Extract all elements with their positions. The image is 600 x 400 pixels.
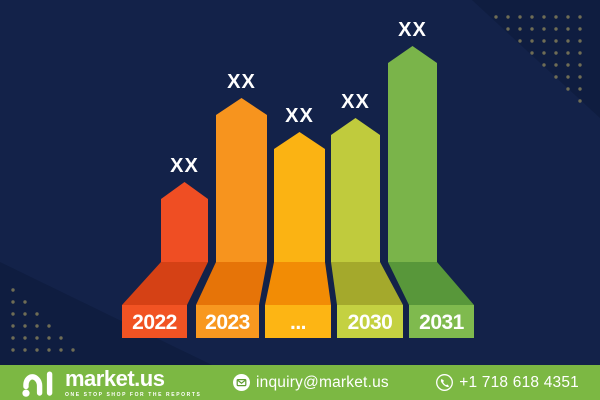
decor-dot xyxy=(11,324,15,328)
decor-dot xyxy=(47,324,51,328)
decor-dot xyxy=(11,336,15,340)
bar-face-2031: 2031 xyxy=(409,305,474,338)
bar-column-2030 xyxy=(331,118,380,262)
decor-dot xyxy=(554,27,558,31)
phone-contact[interactable]: +1 718 618 4351 xyxy=(436,365,579,400)
bar-column-2031 xyxy=(388,46,437,262)
decor-dot xyxy=(518,39,522,43)
decor-dot xyxy=(59,348,63,352)
decor-dot xyxy=(542,63,546,67)
decor-dot xyxy=(35,312,39,316)
decor-dot xyxy=(566,27,570,31)
decor-dot xyxy=(578,27,582,31)
decor-dot xyxy=(578,15,582,19)
email-icon xyxy=(233,374,250,391)
decor-dot xyxy=(566,39,570,43)
decor-dot xyxy=(554,63,558,67)
decor-dot xyxy=(578,99,582,103)
year-label-mid-2: ... xyxy=(289,311,307,334)
decor-dot xyxy=(11,348,15,352)
bar-bend-2022 xyxy=(122,262,208,305)
decor-dot xyxy=(518,15,522,19)
year-label-2022: 2022 xyxy=(132,311,177,334)
brand-name: market.us xyxy=(65,365,165,391)
decor-dot xyxy=(47,348,51,352)
decor-dot xyxy=(566,63,570,67)
decor-dot xyxy=(494,15,498,19)
footer-bar: market.us ONE STOP SHOP FOR THE REPORTS … xyxy=(0,365,600,400)
corner-shade-bottom-left xyxy=(0,262,212,365)
phone-text: +1 718 618 4351 xyxy=(459,373,579,391)
decor-dot xyxy=(59,336,63,340)
decor-dot xyxy=(530,51,534,55)
decor-dot xyxy=(35,348,39,352)
decor-dot xyxy=(578,63,582,67)
decor-dot xyxy=(71,348,75,352)
bar-column-2023 xyxy=(216,98,267,262)
year-label-2030: 2030 xyxy=(347,311,393,334)
decor-dot xyxy=(23,348,27,352)
email-text: inquiry@market.us xyxy=(256,373,389,391)
decor-dot xyxy=(530,27,534,31)
bar-column-2022 xyxy=(161,182,208,262)
value-label-2022: XX xyxy=(170,155,199,177)
decor-dot xyxy=(35,324,39,328)
decor-dot xyxy=(506,27,510,31)
decor-dot xyxy=(542,15,546,19)
bar-bend-2031 xyxy=(388,262,474,305)
decor-dot xyxy=(578,51,582,55)
decor-dot xyxy=(47,336,51,340)
bar-face-2030: 2030 xyxy=(337,305,403,338)
brand-lockup: market.us ONE STOP SHOP FOR THE REPORTS xyxy=(21,367,201,398)
decor-dot xyxy=(11,288,15,292)
bar-bend-2023 xyxy=(196,262,267,305)
value-label-mid-2: XX xyxy=(285,105,314,127)
decor-dot xyxy=(23,336,27,340)
decor-dot xyxy=(578,87,582,91)
year-label-2023: 2023 xyxy=(205,311,250,334)
value-label-2030: XX xyxy=(341,91,370,113)
value-label-2031: XX xyxy=(398,19,427,41)
decor-dot xyxy=(23,324,27,328)
phone-icon xyxy=(436,374,454,391)
decor-dot xyxy=(11,300,15,304)
decor-dot xyxy=(566,15,570,19)
decor-dot xyxy=(566,87,570,91)
decor-dot xyxy=(506,15,510,19)
decor-dot xyxy=(530,15,534,19)
decor-dot xyxy=(530,39,534,43)
bar-face-2022: 2022 xyxy=(122,305,187,338)
decor-dot xyxy=(566,51,570,55)
decor-dot xyxy=(578,75,582,79)
decor-dot xyxy=(542,51,546,55)
decor-dot xyxy=(542,27,546,31)
bar-bend-mid-2 xyxy=(265,262,331,305)
bar-face-2023: 2023 xyxy=(196,305,259,338)
decor-dot xyxy=(35,336,39,340)
decor-dot xyxy=(23,312,27,316)
email-contact[interactable]: inquiry@market.us xyxy=(233,365,389,400)
decor-dot xyxy=(542,39,546,43)
decor-dot xyxy=(554,15,558,19)
decor-dot xyxy=(11,312,15,316)
decor-dot xyxy=(554,39,558,43)
brand-tagline: ONE STOP SHOP FOR THE REPORTS xyxy=(65,391,202,398)
brand-text: market.us ONE STOP SHOP FOR THE REPORTS xyxy=(65,365,202,398)
decor-dot xyxy=(578,39,582,43)
decor-dot xyxy=(518,27,522,31)
bar-column-mid-2 xyxy=(274,132,325,262)
bar-face-mid-2: ... xyxy=(265,305,331,338)
year-label-2031: 2031 xyxy=(419,311,464,334)
marketus-logo-icon xyxy=(22,371,53,397)
decor-dot xyxy=(554,51,558,55)
decor-dot xyxy=(566,75,570,79)
decor-dot xyxy=(23,300,27,304)
value-label-2023: XX xyxy=(227,71,256,93)
decor-dot xyxy=(554,75,558,79)
